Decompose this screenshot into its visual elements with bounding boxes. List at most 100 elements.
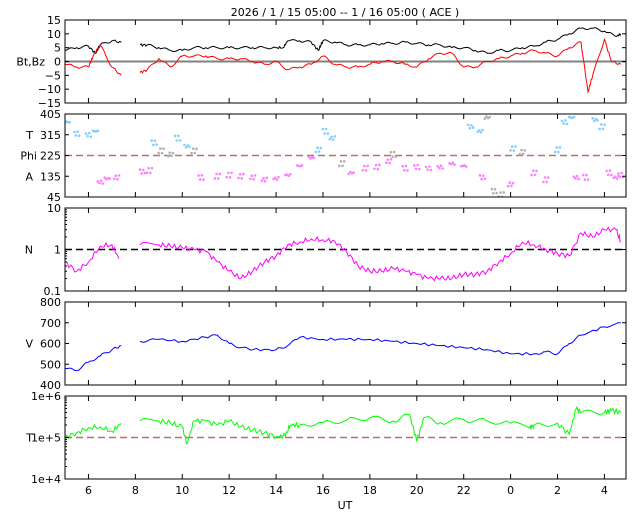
y-tick-label: 1e+6 <box>31 390 61 403</box>
phi-point <box>307 155 311 159</box>
phi-point <box>140 172 143 175</box>
phi-point <box>202 178 205 181</box>
phi-point <box>451 161 455 165</box>
phi-point <box>288 172 292 176</box>
phi-point <box>438 166 441 170</box>
phi-point <box>349 170 352 174</box>
phi-point <box>317 150 321 153</box>
phi-point <box>620 171 623 175</box>
phi-point <box>479 131 483 134</box>
series-line-n <box>139 226 622 282</box>
series-line-bt <box>65 39 122 54</box>
phi-point <box>324 127 328 131</box>
phi-point <box>326 132 330 135</box>
phi-point <box>352 171 355 174</box>
phi-point <box>510 184 513 188</box>
phi-point <box>262 177 265 180</box>
phi-point <box>603 123 606 127</box>
phi-point <box>481 128 484 132</box>
phi-point <box>237 176 240 180</box>
phi-point <box>574 177 577 180</box>
phi-point <box>143 171 147 175</box>
phi-point <box>195 147 198 151</box>
phi-point <box>168 151 172 154</box>
phi-point <box>184 146 188 149</box>
phi-point <box>543 176 547 179</box>
phi-point <box>331 138 335 142</box>
x-tick-label: 0 <box>507 484 514 497</box>
y-tick-label: −5 <box>45 69 61 82</box>
phi-point <box>108 177 111 180</box>
phi-point <box>481 174 485 178</box>
phi-point <box>155 143 158 146</box>
phi-point <box>84 132 88 135</box>
phi-point <box>389 150 393 154</box>
phi-point <box>240 177 244 180</box>
phi-point <box>230 171 233 175</box>
phi-point <box>478 174 482 177</box>
phi-point <box>178 139 182 142</box>
x-tick-label: 10 <box>175 484 189 497</box>
phi-point <box>392 150 396 154</box>
y-tick-label: 1 <box>54 244 61 257</box>
phi-point <box>198 178 202 181</box>
x-tick-label: 20 <box>410 484 424 497</box>
phi-point <box>401 164 404 168</box>
phi-point <box>117 174 121 177</box>
phi-point <box>160 151 164 155</box>
panel-phi: 405 315 225 135 45 T Phi A <box>20 108 627 204</box>
phi-point <box>601 127 605 131</box>
phi-point <box>87 131 91 135</box>
panel-density: 10 1 0.1 N <box>25 202 627 298</box>
y-axis-label: Phi <box>20 150 37 163</box>
y-tick-label: 700 <box>40 317 61 330</box>
phi-point <box>605 169 608 173</box>
phi-point <box>429 168 433 172</box>
phi-point <box>171 151 175 155</box>
phi-point <box>453 163 456 167</box>
phi-point <box>581 173 585 177</box>
phi-point <box>188 145 191 149</box>
phi-point <box>511 181 515 185</box>
y-tick-label: 5 <box>54 42 61 55</box>
phi-point <box>583 178 587 182</box>
phi-point <box>592 119 596 123</box>
x-axis-label: UT <box>338 499 353 512</box>
phi-point <box>530 173 533 177</box>
phi-point <box>138 168 142 171</box>
y-tick-label: 315 <box>40 129 61 142</box>
panel-frame <box>64 301 627 386</box>
phi-point <box>493 187 497 191</box>
phi-point <box>277 175 280 179</box>
x-tick-label: 8 <box>132 484 139 497</box>
phi-point <box>577 177 581 181</box>
phi-point <box>514 145 517 148</box>
phi-point <box>389 157 393 161</box>
phi-point <box>76 130 79 133</box>
phi-point <box>388 161 391 165</box>
phi-point <box>402 168 406 172</box>
phi-point <box>518 152 522 156</box>
phi-point <box>321 127 325 131</box>
phi-point <box>406 169 409 172</box>
phi-point <box>330 135 333 139</box>
phi-point <box>162 147 165 150</box>
y-tick-label: 405 <box>40 108 61 121</box>
phi-point <box>339 159 343 163</box>
phi-point <box>545 180 548 184</box>
phi-point <box>521 152 525 156</box>
phi-point <box>337 164 341 168</box>
x-tick-label: 18 <box>363 484 377 497</box>
y-tick-label: 10 <box>47 28 61 41</box>
y-tick-label: 135 <box>40 170 61 183</box>
series-line-bz <box>65 43 122 76</box>
phi-point <box>565 122 569 126</box>
phi-point <box>378 163 381 167</box>
y-tick-label: 500 <box>40 358 61 371</box>
chart-title: 2026 / 1 / 15 05:00 -- 1 / 16 05:00 ( AC… <box>231 6 459 19</box>
phi-point <box>557 150 560 154</box>
phi-point <box>512 149 516 152</box>
y-axis-label: T <box>25 432 33 445</box>
